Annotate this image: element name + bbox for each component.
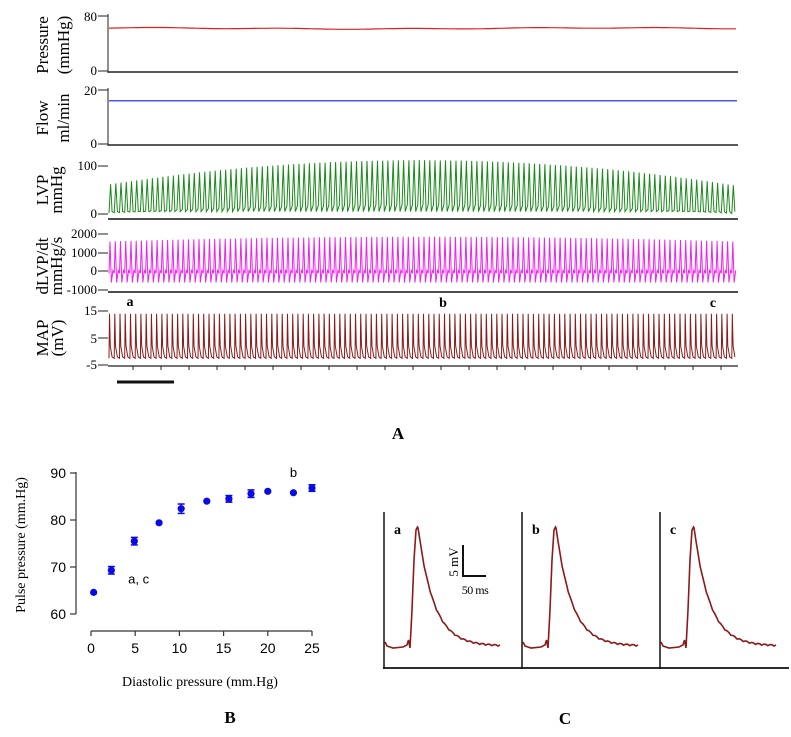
map-x-ticks [132,366,722,370]
map-ytick-neg5: -5 [86,357,97,372]
scatter-ytick-label: 90 [50,465,66,481]
scatter-point [130,537,138,545]
panel-a: Pressure (mmHg) 80 0 Flow ml/min 20 0 LV… [33,9,738,443]
map-ytick-15: 15 [84,303,97,318]
scalebar-vertical-label: 5 mV [446,547,461,577]
map-ylabel-line1: MAP [33,320,52,357]
scatter-xlabel: Diastolic pressure (mm.Hg) [122,675,278,690]
lvp-waveform [108,160,736,215]
scalebar-horizontal-label: 50 ms [462,583,489,597]
pressure-ylabel-line2: (mmHg) [54,16,73,75]
scatter-xtick-label: 20 [260,640,276,656]
dlvp-ytick-neg1000: -1000 [67,282,97,297]
panel-c: a b c 5 mV 50 ms C [383,512,789,728]
map-trace-panel: MAP (mV) 15 5 -5 [33,303,738,372]
panel-label-a: A [392,424,405,443]
scatter-ytick-label: 70 [50,559,66,575]
scatter-point [203,497,211,505]
lvp-line [108,160,736,215]
scatter-point [225,495,233,503]
dlvp-ytick-0: 0 [91,263,98,278]
dlvp-ylabel-line2: mmHg/s [47,237,66,296]
dlvp-trace-panel: dLVP/dt mmHg/s 2000 1000 0 -1000 [33,226,738,297]
pressure-ylabel-line1: Pressure [33,16,52,74]
lvp-trace-panel: LVP mmHg 100 0 [33,158,738,221]
dlvp-waveform [108,236,737,283]
panel-label-c: C [559,709,571,728]
flow-ytick-20: 20 [84,83,97,98]
lvp-ylabel-line2: mmHg [47,166,66,214]
scatter-ytick-label: 80 [50,512,66,528]
pressure-trace-panel: Pressure (mmHg) 80 0 [33,9,738,78]
pressure-ytick-80: 80 [84,9,97,24]
time-marker-c: c [710,296,716,311]
dlvp-ytick-1000: 1000 [71,245,97,260]
panel-b: Pulse pressure (mm.Hg) 60 70 80 90 0 5 10 15 20… [14,465,320,727]
scatter-x-ticks: 0 5 10 15 20 25 [87,631,320,656]
time-marker-b: b [439,296,447,311]
lvp-ytick-100: 100 [78,158,98,173]
scatter-annotation: b [290,465,297,480]
trace-a-label: a [394,523,401,538]
scatter-point [247,490,255,498]
pressure-ytick-0: 0 [91,63,98,78]
scatter-xtick-label: 25 [304,640,320,656]
action-potential-a [384,525,501,649]
map-line [108,313,736,360]
pressure-line [109,26,736,30]
scatter-ytick-label: 60 [50,606,66,622]
scatter-point [90,588,98,596]
scatter-ylabel: Pulse pressure (mm.Hg) [14,477,29,613]
scatter-point [107,566,115,574]
scatter-xtick-label: 15 [216,640,232,656]
flow-trace-panel: Flow ml/min 20 0 [33,83,738,151]
flow-ylabel-line2: ml/min [54,93,73,143]
panel-label-b: B [224,708,235,727]
scatter-point [155,519,163,527]
map-ytick-5: 5 [91,331,98,346]
scatter-xtick-label: 5 [131,640,139,656]
scatter-point [289,489,298,497]
scatter-xtick-label: 0 [87,640,95,656]
scatter-annotation: a, c [128,571,149,586]
map-ylabel-line2: (mV) [48,320,67,357]
map-waveform [108,313,736,360]
time-marker-a: a [127,295,134,310]
trace-c-label: c [670,523,676,538]
trace-b-label: b [532,523,540,538]
flow-ylabel-line1: Flow [33,100,52,136]
scatter-xtick-label: 10 [172,640,188,656]
scatter-points [90,484,316,596]
flow-ytick-0: 0 [91,136,98,151]
scatter-point [264,487,272,495]
action-potential-b [522,525,639,649]
scatter-y-ticks: 60 70 80 90 [50,465,76,622]
scatter-point [308,484,316,492]
scatter-annotations: a, c b [128,465,297,587]
lvp-ytick-0: 0 [91,206,98,221]
lvp-ylabel-line1: LVP [33,175,52,206]
dlvp-dt-line [108,236,737,283]
action-potential-c [660,525,777,649]
dlvp-ylabel-line1: dLVP/dt [33,237,52,294]
dlvp-ytick-2000: 2000 [71,226,97,241]
scatter-point [177,505,185,513]
